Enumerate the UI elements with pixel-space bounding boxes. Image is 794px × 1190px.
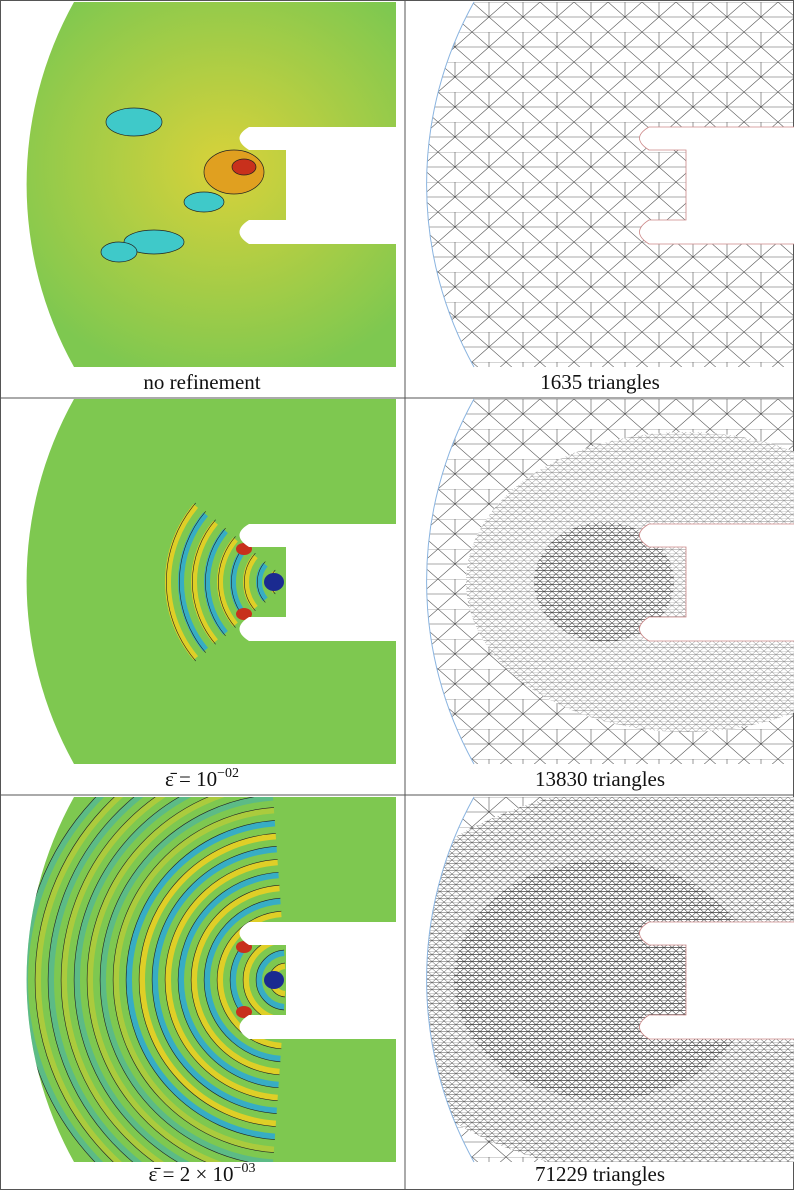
contour xyxy=(244,553,256,611)
contour xyxy=(47,797,270,1162)
contour xyxy=(125,820,275,1140)
cavity xyxy=(639,126,794,245)
blob xyxy=(100,241,138,263)
contour xyxy=(60,797,271,1162)
contour xyxy=(166,502,196,662)
wave xyxy=(256,562,268,602)
wave xyxy=(100,797,274,1162)
contour xyxy=(138,833,276,1127)
contour xyxy=(255,949,285,1011)
wave xyxy=(48,797,270,1162)
contour xyxy=(73,797,272,1162)
field-plot xyxy=(26,2,397,367)
contour xyxy=(218,536,236,628)
peak xyxy=(264,971,284,989)
wave xyxy=(204,529,228,635)
contour xyxy=(205,527,226,637)
dense-mesh xyxy=(534,522,674,642)
caption: 1635 triangles xyxy=(540,370,660,394)
panels xyxy=(26,1,794,1163)
peak xyxy=(236,1006,252,1018)
contour xyxy=(86,797,273,1162)
wave xyxy=(74,797,272,1162)
wave xyxy=(191,885,280,1075)
contour xyxy=(112,807,274,1153)
boundary xyxy=(426,796,475,1163)
contour xyxy=(177,871,279,1089)
contour xyxy=(179,511,206,653)
peak xyxy=(264,573,284,591)
wave xyxy=(165,504,199,660)
blob xyxy=(123,229,185,255)
caption: 13830 triangles xyxy=(535,767,665,791)
wave xyxy=(165,859,278,1101)
cavity xyxy=(639,523,794,642)
cavity xyxy=(239,524,396,641)
mesh-plot xyxy=(426,796,794,1163)
contour xyxy=(151,846,277,1114)
field xyxy=(26,2,397,367)
mesh-plot xyxy=(426,1,794,368)
wave xyxy=(35,797,269,1162)
boundary xyxy=(426,1,475,368)
peak xyxy=(236,608,252,620)
wave xyxy=(113,807,275,1153)
caption: 71229 triangles xyxy=(535,1162,665,1186)
wave xyxy=(178,512,208,652)
contour xyxy=(257,561,266,603)
cavity xyxy=(239,127,396,244)
wave xyxy=(125,820,276,1140)
contour xyxy=(99,797,274,1162)
caption: no refinement xyxy=(143,370,260,394)
caption: ε̄ = 10−02 xyxy=(165,766,239,791)
wave xyxy=(191,520,218,644)
contour xyxy=(34,797,269,1162)
caption: ε̄ = 2 × 10−03 xyxy=(149,1161,256,1186)
contour xyxy=(203,897,281,1063)
cavity xyxy=(639,921,794,1040)
wave xyxy=(256,950,285,1010)
wave xyxy=(87,797,273,1162)
contour xyxy=(164,858,278,1102)
mesh-plot xyxy=(426,398,794,765)
wave xyxy=(204,898,281,1062)
contour xyxy=(192,519,216,645)
contour xyxy=(190,884,280,1076)
blob xyxy=(231,158,257,176)
boundary xyxy=(426,398,475,765)
wave xyxy=(139,833,277,1127)
wave xyxy=(178,872,279,1088)
wave xyxy=(217,537,238,627)
field-plot xyxy=(26,399,397,764)
dense-mesh xyxy=(454,860,754,1100)
blob xyxy=(183,191,225,213)
field-plot xyxy=(26,797,397,1162)
wave xyxy=(152,846,277,1114)
blob xyxy=(105,107,163,137)
contour xyxy=(216,910,282,1050)
wave xyxy=(60,797,271,1162)
cavity xyxy=(239,922,396,1039)
blob xyxy=(203,149,265,195)
wave xyxy=(243,554,258,610)
